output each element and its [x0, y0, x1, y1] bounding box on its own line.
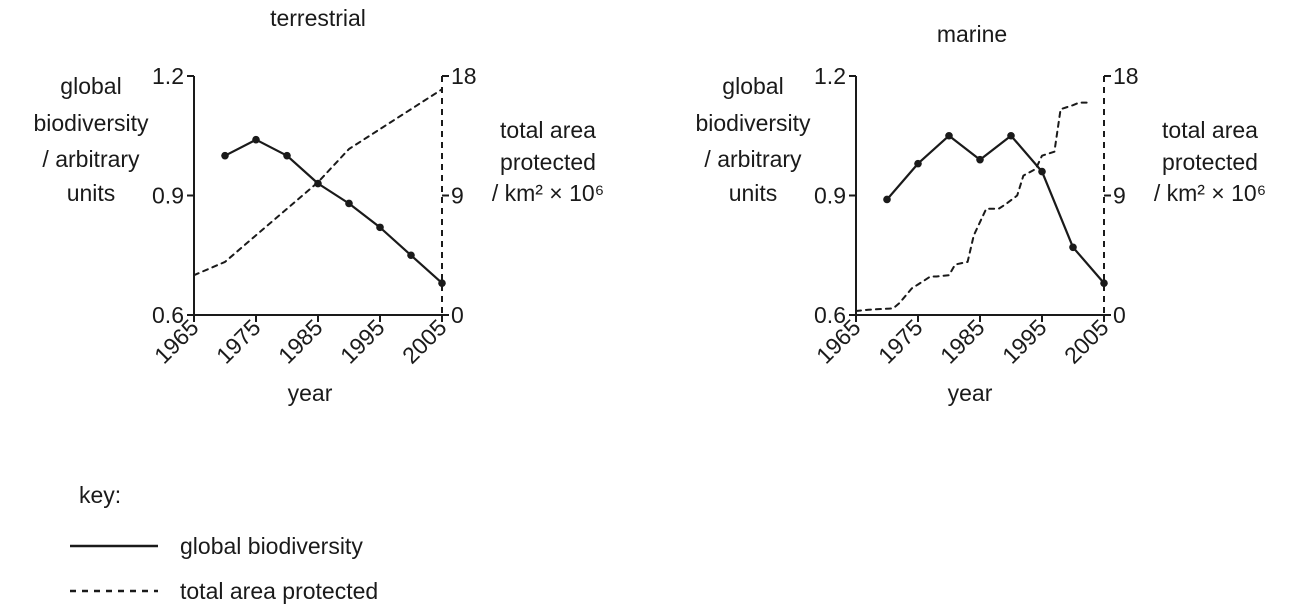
left-y-axis-title-line: biodiversity: [33, 110, 149, 136]
right-y-axis-title-line: total area: [1162, 117, 1258, 143]
right-y-tick-label: 9: [1113, 183, 1126, 209]
biodiversity-data-point: [1038, 167, 1046, 176]
left-y-tick-label: 1.2: [152, 63, 184, 89]
key-title: key:: [79, 482, 121, 508]
biodiversity-data-point: [252, 135, 260, 144]
biodiversity-data-point: [376, 223, 384, 232]
biodiversity-data-point: [407, 251, 415, 260]
key-item-area: total area protected: [180, 578, 378, 604]
left-y-axis-title-line: / arbitrary: [704, 146, 802, 172]
left-y-tick-label: 1.2: [814, 63, 846, 89]
chart-title: marine: [937, 21, 1007, 47]
left-y-axis-title-line: units: [67, 180, 116, 206]
biodiversity-data-point: [314, 179, 322, 188]
left-y-tick-label: 0.6: [814, 302, 846, 328]
left-y-tick-label: 0.9: [152, 183, 184, 209]
x-tick-label: 1995: [335, 314, 390, 369]
biodiversity-data-point: [221, 151, 229, 160]
biodiversity-data-point: [883, 195, 891, 204]
biodiversity-data-point: [914, 159, 922, 168]
biodiversity-line: [885, 134, 1106, 285]
area-protected-line: [855, 101, 1093, 312]
left-y-tick-label: 0.9: [814, 183, 846, 209]
biodiversity-line: [223, 138, 444, 285]
right-y-tick-label: 0: [1113, 302, 1126, 328]
right-y-tick-label: 18: [1113, 63, 1139, 89]
biodiversity-data-point: [1007, 131, 1015, 140]
x-tick-label: 1985: [935, 314, 990, 369]
left-y-tick-label: 0.6: [152, 302, 184, 328]
x-axis-title: year: [948, 380, 993, 406]
right-y-axis-title-line: total area: [500, 117, 596, 143]
left-y-axis-title-line: / arbitrary: [42, 146, 140, 172]
right-y-axis-title-line: protected: [500, 149, 596, 175]
left-y-axis-title-line: global: [60, 73, 121, 99]
key-legend: key: global biodiversity total area prot…: [70, 482, 378, 604]
right-y-tick-label: 0: [451, 302, 464, 328]
biodiversity-data-point: [1069, 243, 1077, 252]
x-tick-label: 1985: [273, 314, 328, 369]
left-y-axis-title-line: units: [729, 180, 778, 206]
key-item-biodiversity: global biodiversity: [180, 533, 363, 559]
biodiversity-data-point: [1100, 279, 1108, 287]
x-axis-title: year: [288, 380, 333, 406]
biodiversity-data-point: [345, 199, 353, 208]
right-y-tick-label: 9: [451, 183, 464, 209]
biodiversity-data-point: [438, 279, 446, 287]
left-y-axis-title-line: biodiversity: [695, 110, 811, 136]
area-protected-line: [193, 88, 443, 277]
right-y-axis-title-line: / km² × 10⁶: [492, 180, 604, 206]
biodiversity-data-point: [945, 131, 953, 140]
x-tick-label: 2005: [1059, 314, 1114, 369]
x-tick-label: 1975: [211, 314, 266, 369]
right-y-axis-title-line: / km² × 10⁶: [1154, 180, 1266, 206]
right-y-tick-label: 18: [451, 63, 477, 89]
left-y-axis-title-line: global: [722, 73, 783, 99]
biodiversity-data-point: [976, 155, 984, 164]
x-tick-label: 1975: [873, 314, 928, 369]
x-tick-label: 1995: [997, 314, 1052, 369]
right-y-axis-title-line: protected: [1162, 149, 1258, 175]
x-tick-label: 2005: [397, 314, 452, 369]
chart-title: terrestrial: [270, 5, 366, 31]
biodiversity-data-point: [283, 151, 291, 160]
